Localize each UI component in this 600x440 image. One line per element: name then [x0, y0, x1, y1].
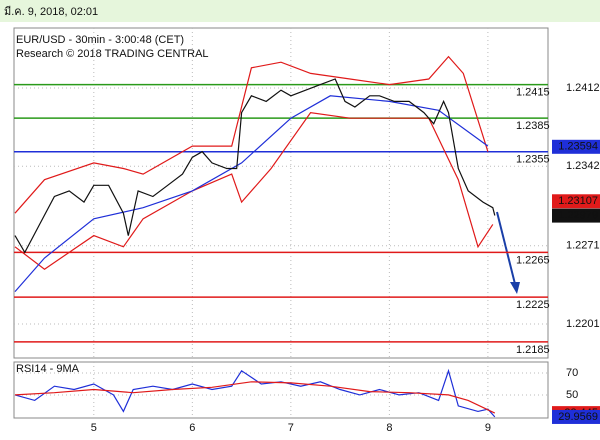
- rsi-title: RSI14 - 9MA: [16, 363, 80, 375]
- series-line: [14, 95, 489, 292]
- x-tick-label: 9: [485, 422, 491, 434]
- price-tag-label: 1.23107: [558, 195, 598, 207]
- rsi-panel: [13, 361, 549, 419]
- y-tick-label: 70: [566, 367, 578, 379]
- price-tag: [552, 409, 600, 424]
- x-tick-label: 8: [386, 422, 392, 434]
- y-tick-label: 1.2412: [566, 82, 600, 94]
- price-tag: [552, 194, 600, 209]
- y-tick-label: 1.2271: [566, 240, 600, 252]
- projection-arrow: [496, 211, 520, 294]
- chart-title: EUR/USD - 30min - 3:00:48 (CET): [16, 34, 184, 46]
- x-tick-label: 6: [189, 422, 195, 434]
- y-tick-label: 50: [566, 389, 578, 401]
- level-label: 1.2225: [516, 299, 550, 311]
- level-label: 1.2415: [516, 87, 550, 99]
- price-panel: [13, 27, 549, 359]
- price-tag-label: 29.9569: [558, 411, 598, 423]
- level-label: 1.2355: [516, 154, 550, 166]
- series-line: [14, 368, 496, 418]
- price-tag-label: 1.23594: [558, 141, 598, 153]
- header-date: มี.ค. 9, 2018, 02:01: [4, 5, 98, 18]
- price-tag: [552, 139, 600, 154]
- y-tick-label: 1.2201: [566, 318, 600, 330]
- series-line: [14, 111, 494, 270]
- series-line: [14, 78, 496, 254]
- price-tag-label: 1.22979: [558, 210, 598, 222]
- series-line: [14, 381, 496, 414]
- x-tick-label: 7: [288, 422, 294, 434]
- series-line: [14, 55, 489, 214]
- level-label: 1.2265: [516, 254, 550, 266]
- x-tick-label: 5: [91, 422, 97, 434]
- level-label: 1.2185: [516, 344, 550, 356]
- level-label: 1.2385: [516, 120, 550, 132]
- price-tag: [552, 208, 600, 223]
- y-tick-label: 1.2342: [566, 160, 600, 172]
- chart-subtitle: Research © 2018 TRADING CENTRAL: [16, 48, 209, 60]
- header-bar: [0, 0, 600, 22]
